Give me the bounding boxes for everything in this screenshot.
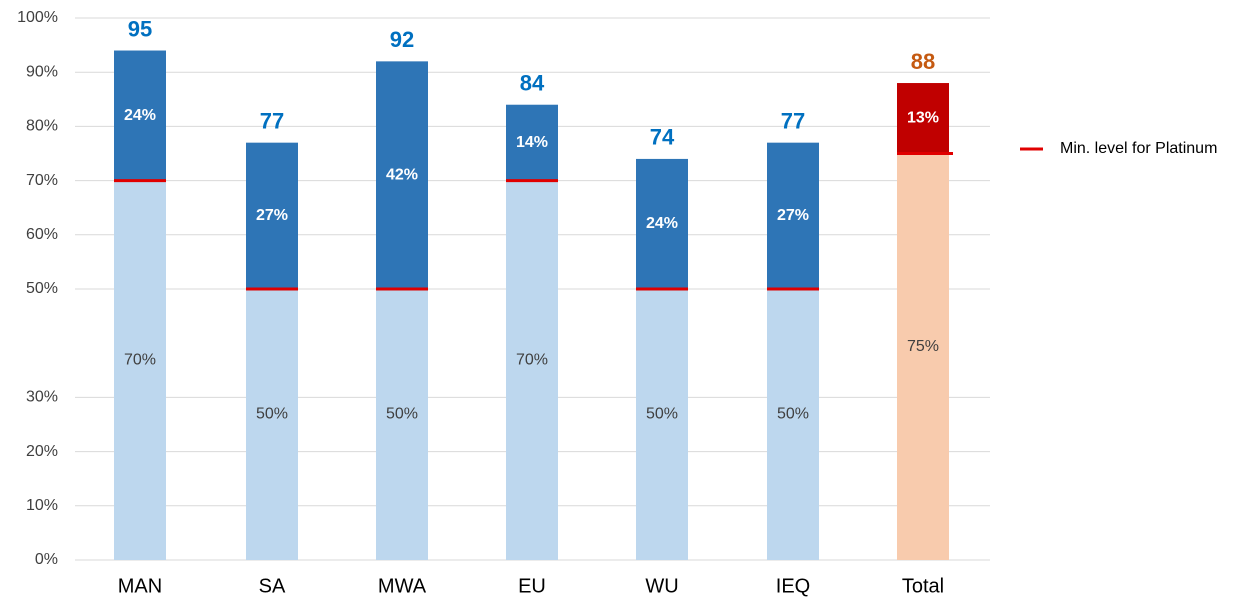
bar-segment: [897, 83, 949, 154]
total-label: 74: [650, 125, 675, 150]
segment-label: 27%: [777, 207, 809, 224]
segment-label: 50%: [646, 406, 678, 423]
y-tick-label: 60%: [26, 226, 58, 243]
y-tick-label: 80%: [26, 118, 58, 135]
y-tick-label: 100%: [17, 9, 58, 26]
segment-label: 50%: [386, 406, 418, 423]
segment-label: 75%: [907, 338, 939, 355]
bar-segment: [376, 61, 428, 289]
total-label: 92: [390, 27, 414, 52]
segment-label: 27%: [256, 207, 288, 224]
y-tick-label: 30%: [26, 389, 58, 406]
y-tick-label: 50%: [26, 280, 58, 297]
total-label: 77: [260, 108, 284, 133]
segment-label: 70%: [516, 352, 548, 369]
bar-segment: [506, 180, 558, 560]
segment-label: 13%: [907, 109, 939, 126]
y-tick-label: 10%: [26, 497, 58, 514]
bar-segment: [636, 289, 688, 560]
x-tick-label: Total: [902, 575, 944, 597]
x-tick-label: EU: [518, 575, 546, 597]
y-tick-label: 90%: [26, 63, 58, 80]
segment-label: 50%: [777, 406, 809, 423]
bar-segment: [767, 289, 819, 560]
total-label: 77: [781, 108, 805, 133]
bar-segment: [114, 50, 166, 181]
bar-segment: [376, 289, 428, 560]
x-tick-label: MAN: [118, 575, 162, 597]
bar-segment: [114, 180, 166, 560]
bar-segment: [246, 142, 298, 289]
bar-segment: [767, 142, 819, 289]
segment-label: 70%: [124, 352, 156, 369]
segment-label: 14%: [516, 134, 548, 151]
y-tick-label: 0%: [35, 551, 58, 568]
total-label: 84: [520, 71, 545, 96]
total-label: 95: [128, 16, 152, 41]
bar-segment: [897, 153, 949, 560]
legend-label: Min. level for Platinum: [1060, 140, 1217, 157]
y-tick-label: 20%: [26, 443, 58, 460]
segment-label: 50%: [256, 406, 288, 423]
segment-label: 24%: [646, 215, 678, 232]
bar-segment: [636, 158, 688, 289]
total-label: 88: [911, 49, 935, 74]
bar-segment: [506, 104, 558, 181]
segment-label: 42%: [386, 166, 418, 183]
x-tick-label: IEQ: [776, 575, 810, 597]
x-tick-label: SA: [259, 575, 286, 597]
x-tick-label: WU: [645, 575, 678, 597]
x-tick-label: MWA: [378, 575, 427, 597]
segment-label: 24%: [124, 107, 156, 124]
y-tick-label: 70%: [26, 172, 58, 189]
bar-segment: [246, 289, 298, 560]
